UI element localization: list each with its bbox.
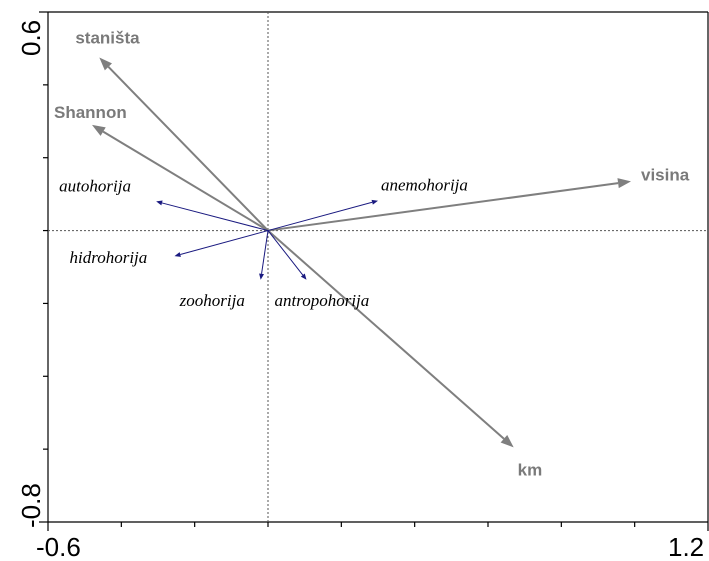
species-label-0: autohorija bbox=[59, 176, 131, 195]
species-vectors bbox=[156, 199, 378, 280]
env-vector-0-shaft bbox=[107, 66, 269, 232]
species-vector-4-arrowhead bbox=[300, 273, 307, 280]
x-tick-max: 1.2 bbox=[668, 532, 704, 561]
species-vector-2-shaft bbox=[180, 230, 269, 255]
species-label-4: antropohorija bbox=[275, 291, 370, 310]
env-vector-2-arrowhead bbox=[617, 178, 631, 189]
species-vector-0-shaft bbox=[161, 202, 269, 232]
zero-reference-lines bbox=[48, 12, 708, 522]
species-vector-3-shaft bbox=[261, 230, 269, 274]
env-vector-2-shaft bbox=[267, 182, 619, 232]
vector-labels: staništa Shannon visina km autohorija anemoho… bbox=[54, 29, 690, 480]
species-vector-1-arrowhead bbox=[371, 199, 378, 205]
x-tick-min: -0.6 bbox=[36, 532, 81, 561]
species-label-1: anemohorija bbox=[381, 176, 468, 195]
env-label-3: km bbox=[518, 460, 543, 479]
env-vector-1-arrowhead bbox=[92, 124, 106, 136]
species-label-3: zoohorija bbox=[179, 291, 245, 310]
y-tick-min: -0.8 bbox=[16, 483, 46, 528]
axis-ticks bbox=[39, 11, 709, 531]
env-vector-3-arrowhead bbox=[500, 434, 514, 448]
env-label-1: Shannon bbox=[54, 103, 127, 122]
env-label-0: staništa bbox=[75, 29, 140, 48]
y-tick-max: 0.6 bbox=[16, 20, 46, 56]
env-label-2: visina bbox=[641, 165, 690, 184]
env-vector-0-arrowhead bbox=[99, 57, 112, 71]
environment-vectors bbox=[92, 57, 631, 448]
env-vector-1-shaft bbox=[102, 130, 269, 232]
species-vector-0-arrowhead bbox=[156, 200, 163, 206]
env-vector-3-shaft bbox=[267, 229, 505, 440]
species-vector-3-arrowhead bbox=[259, 273, 265, 280]
plot-frame bbox=[47, 11, 709, 523]
species-vector-1-shaft bbox=[267, 201, 373, 232]
species-vector-2-arrowhead bbox=[174, 252, 181, 257]
species-label-2: hidrohorija bbox=[70, 248, 148, 267]
species-vector-4-shaft bbox=[267, 230, 304, 276]
